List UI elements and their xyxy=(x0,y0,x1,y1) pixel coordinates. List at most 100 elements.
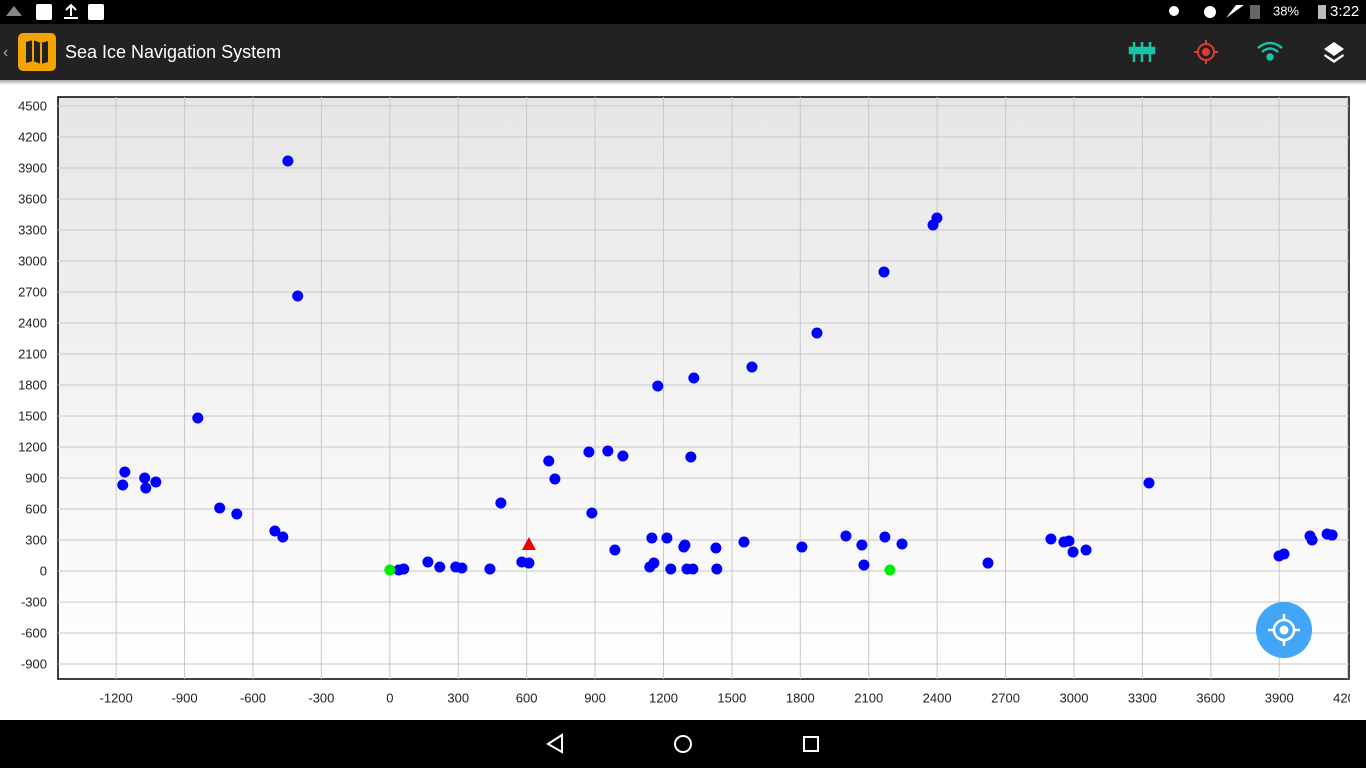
status-icons-left xyxy=(6,3,104,20)
point xyxy=(140,482,152,494)
point xyxy=(1063,535,1075,547)
point xyxy=(840,530,852,542)
locate-fab[interactable] xyxy=(1256,602,1312,658)
status-icons-right xyxy=(1169,5,1326,19)
y-tick-label: -900 xyxy=(21,656,47,671)
x-tick-label: 300 xyxy=(447,690,469,705)
point xyxy=(884,564,896,576)
grid xyxy=(58,97,1349,679)
point xyxy=(661,532,673,544)
point xyxy=(1067,546,1079,558)
point xyxy=(586,507,598,519)
x-tick-label: 3900 xyxy=(1265,690,1294,705)
point xyxy=(796,541,808,553)
point xyxy=(811,327,823,339)
nav-bar xyxy=(0,720,1366,768)
points xyxy=(117,155,1338,576)
app-icon[interactable] xyxy=(18,33,56,71)
clock: 3:22 xyxy=(1330,3,1359,20)
point xyxy=(1143,477,1155,489)
point xyxy=(583,446,595,458)
wifi-button[interactable] xyxy=(1257,41,1283,61)
point xyxy=(1278,548,1290,560)
point xyxy=(1045,533,1057,545)
app-bar-shadow xyxy=(0,80,1366,85)
point xyxy=(1306,534,1318,546)
point xyxy=(679,539,691,551)
point xyxy=(648,557,660,569)
nav-home[interactable] xyxy=(674,735,692,753)
x-axis: -1200 -900 -600 -300 0 300 600 900 1200 1500 1800 2… xyxy=(100,690,1362,705)
point xyxy=(931,212,943,224)
target-button[interactable] xyxy=(1194,40,1218,64)
point xyxy=(687,563,699,575)
point xyxy=(738,536,750,548)
x-tick-label: -900 xyxy=(172,690,198,705)
point xyxy=(688,372,700,384)
point xyxy=(1326,529,1338,541)
x-tick-label: 3300 xyxy=(1128,690,1157,705)
x-tick-label: 2100 xyxy=(854,690,883,705)
x-tick-label: 1500 xyxy=(717,690,746,705)
point xyxy=(617,450,629,462)
point xyxy=(609,544,621,556)
x-tick-label: 1800 xyxy=(786,690,815,705)
point xyxy=(549,473,561,485)
point xyxy=(646,532,658,544)
y-tick-label: 1500 xyxy=(18,408,47,423)
x-tick-label: -300 xyxy=(308,690,334,705)
point xyxy=(384,564,396,576)
point xyxy=(150,476,162,488)
y-tick-label: 4500 xyxy=(18,98,47,113)
y-tick-label: 2400 xyxy=(18,315,47,330)
battery-text: 38% xyxy=(1273,3,1299,18)
sliders-button[interactable] xyxy=(1128,42,1156,62)
point xyxy=(277,531,289,543)
point xyxy=(282,155,294,167)
x-tick-label: 3000 xyxy=(1060,690,1089,705)
point xyxy=(523,557,535,569)
x-tick-label: 3600 xyxy=(1196,690,1225,705)
plot-area xyxy=(57,96,1350,680)
point xyxy=(856,539,868,551)
y-tick-label: 3000 xyxy=(18,253,47,268)
point xyxy=(878,266,890,278)
nav-back[interactable] xyxy=(546,733,563,754)
x-tick-label: -600 xyxy=(240,690,266,705)
y-tick-label: 1200 xyxy=(18,439,47,454)
y-tick-label: -300 xyxy=(21,594,47,609)
point xyxy=(858,559,870,571)
point xyxy=(456,562,468,574)
point xyxy=(711,563,723,575)
point xyxy=(543,455,555,467)
x-tick-label: -1200 xyxy=(100,690,133,705)
nav-recents[interactable] xyxy=(803,736,819,752)
layers-button[interactable] xyxy=(1324,42,1344,63)
point xyxy=(484,563,496,575)
x-tick-label: 2400 xyxy=(923,690,952,705)
point xyxy=(982,557,994,569)
point xyxy=(1080,544,1092,556)
x-tick-label: 2700 xyxy=(991,690,1020,705)
y-tick-label: 1800 xyxy=(18,377,47,392)
back-chevron[interactable]: ‹ xyxy=(3,44,8,61)
point xyxy=(231,508,243,520)
point xyxy=(434,561,446,573)
point xyxy=(602,445,614,457)
y-tick-label: -600 xyxy=(21,625,47,640)
y-tick-label: 3600 xyxy=(18,191,47,206)
point xyxy=(117,479,129,491)
point xyxy=(652,380,664,392)
y-tick-label: 900 xyxy=(25,470,47,485)
y-tick-label: 300 xyxy=(25,532,47,547)
point xyxy=(214,502,226,514)
y-tick-label: 0 xyxy=(40,563,47,578)
point xyxy=(292,290,304,302)
app-title: Sea Ice Navigation System xyxy=(65,42,281,62)
x-tick-label: 4200 xyxy=(1333,690,1362,705)
y-tick-label: 4200 xyxy=(18,129,47,144)
marker-triangle xyxy=(521,537,536,551)
y-tick-label: 600 xyxy=(25,501,47,516)
point xyxy=(398,563,410,575)
